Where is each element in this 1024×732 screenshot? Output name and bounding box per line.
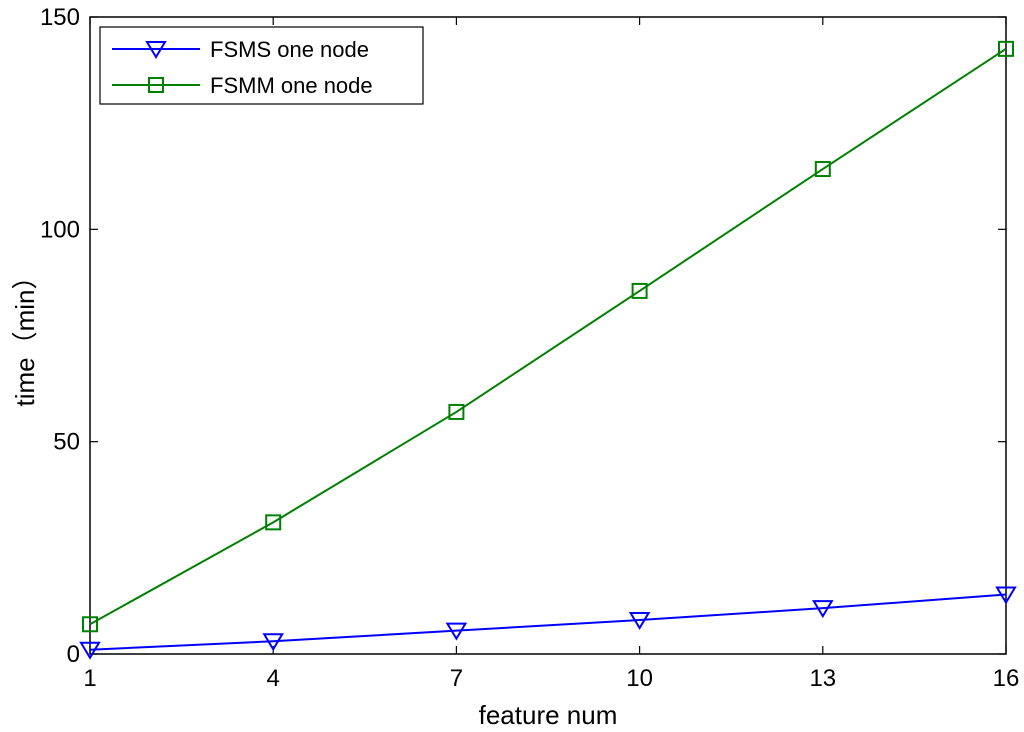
x-axis-title: feature num xyxy=(479,700,618,730)
legend-items: FSMS one node FSMM one node xyxy=(112,37,373,98)
plot-area xyxy=(89,16,1007,655)
data-point-series-2 xyxy=(814,161,831,178)
data-point-series-2 xyxy=(998,40,1014,57)
legend-marker-2 xyxy=(148,77,164,93)
data-point-series-2 xyxy=(448,403,465,420)
y-axis-ticks: 0 50 100 150 xyxy=(40,4,1006,668)
x-tick-label: 16 xyxy=(993,665,1020,692)
x-tick-label: 7 xyxy=(450,665,463,692)
x-tick-label: 4 xyxy=(267,665,280,692)
data-point-series-1 xyxy=(445,622,468,641)
data-point-series-2 xyxy=(265,514,282,531)
legend-label-1: FSMS one node xyxy=(210,37,369,62)
data-point-series-1 xyxy=(79,641,101,660)
data-point-series-1 xyxy=(995,586,1017,605)
legend-marker-1 xyxy=(145,41,167,59)
x-tick-label: 10 xyxy=(626,665,653,692)
series-layer xyxy=(79,40,1017,660)
x-tick-label: 13 xyxy=(809,665,836,692)
y-tick-label: 50 xyxy=(53,429,80,456)
y-tick-label: 0 xyxy=(67,641,80,668)
data-point-series-2 xyxy=(631,282,648,299)
data-point-series-1 xyxy=(262,633,284,652)
y-tick-label: 100 xyxy=(40,216,80,243)
x-axis-ticks: 1 4 7 10 13 16 xyxy=(83,17,1019,692)
legend-label-2: FSMM one node xyxy=(210,73,373,98)
data-point-series-1 xyxy=(628,612,651,630)
series-line-1 xyxy=(89,593,1007,651)
series-line-2 xyxy=(89,48,1007,626)
data-point-series-2 xyxy=(82,616,98,633)
legend: FSMS one node FSMM one node xyxy=(99,26,424,105)
data-point-series-1 xyxy=(812,600,834,619)
x-tick-label: 1 xyxy=(83,665,96,692)
y-axis-title: time（min） xyxy=(10,263,40,406)
y-tick-label: 150 xyxy=(40,4,80,31)
